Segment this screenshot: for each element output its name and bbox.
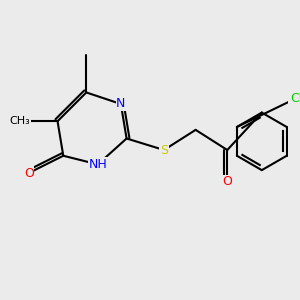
Text: O: O bbox=[24, 167, 34, 179]
Text: O: O bbox=[222, 175, 232, 188]
Text: NH: NH bbox=[88, 158, 107, 171]
Text: N: N bbox=[116, 98, 125, 110]
Text: Cl: Cl bbox=[290, 92, 300, 105]
Text: S: S bbox=[160, 143, 168, 157]
Text: CH₃: CH₃ bbox=[10, 116, 31, 126]
